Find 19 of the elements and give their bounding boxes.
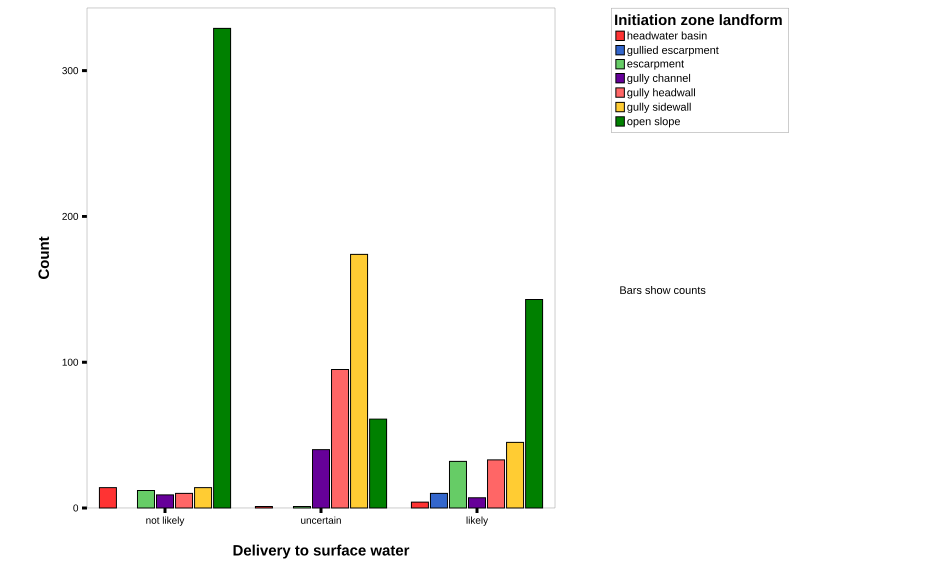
legend-label: gully headwall: [627, 88, 695, 99]
legend-label: headwater basin: [628, 31, 707, 40]
text: Bars show counts: [620, 286, 706, 294]
y-tick-label: 300: [62, 67, 78, 74]
legend-label: escarpment: [627, 60, 684, 70]
x-tick-label: uncertain: [301, 516, 341, 524]
y-tick-label: 100: [62, 358, 78, 366]
x-tick-label: not likely: [146, 516, 184, 526]
legend-label: gully sidewall: [627, 102, 691, 113]
legend-label: gullied escarpment: [627, 46, 719, 56]
legend-label: gully channel: [627, 74, 690, 84]
legend-label: open slope: [627, 117, 680, 128]
y-tick-label: 200: [62, 212, 78, 220]
legend-title: Initiation zone landform: [615, 14, 782, 26]
y-axis-title: Count: [38, 236, 50, 279]
x-axis-title: Delivery to surface water: [234, 544, 410, 559]
bar: [98, 487, 117, 508]
x-tick-label: likely: [466, 516, 488, 526]
y-tick-label: 0: [73, 504, 78, 512]
